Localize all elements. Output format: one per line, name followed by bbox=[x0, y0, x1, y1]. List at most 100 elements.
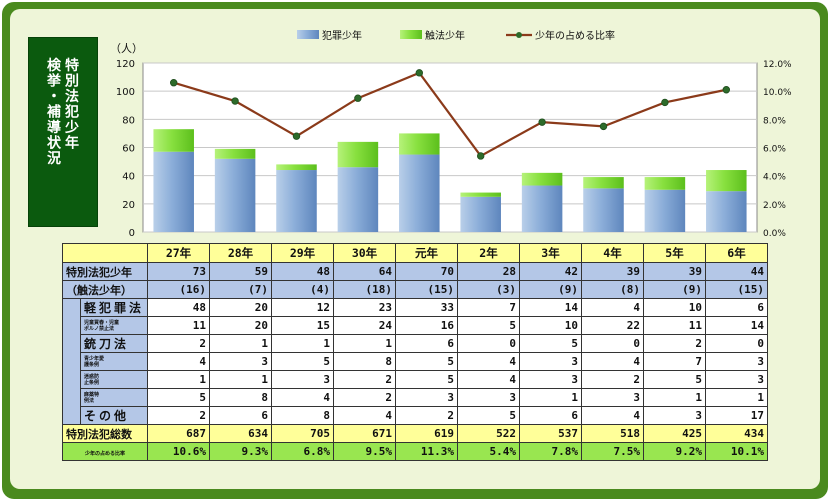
row-indent bbox=[62, 334, 81, 353]
table-header-cell: 3年 bbox=[519, 243, 583, 263]
table-cell: 3 bbox=[209, 352, 273, 371]
table-cell: 5 bbox=[395, 370, 459, 389]
table-cell: 1 bbox=[209, 370, 273, 389]
row-label-text: 迷惑防 bbox=[84, 373, 100, 380]
chart-title-char: 況 bbox=[47, 150, 61, 167]
table-row: 迷惑防 止条例 1 1 3 2 5 4 3 2 5 3 bbox=[62, 370, 769, 389]
table-cell: 1 bbox=[333, 334, 397, 353]
table-cell: (9) bbox=[519, 280, 583, 299]
table-cell: 7.5% bbox=[581, 442, 645, 461]
row-indent bbox=[62, 298, 81, 317]
table-cell: 14 bbox=[705, 316, 769, 335]
ratio-point bbox=[415, 69, 423, 77]
table-row: その他 2 6 8 4 2 5 6 4 3 17 bbox=[62, 406, 769, 425]
row-label: 特別法犯少年 bbox=[61, 262, 149, 281]
table-cell: 7 bbox=[643, 352, 707, 371]
table-cell: 16 bbox=[395, 316, 459, 335]
table-cell: 6.8% bbox=[271, 442, 335, 461]
ratio-point bbox=[599, 122, 608, 131]
table-cell: 5 bbox=[457, 316, 521, 335]
ratio-point bbox=[661, 98, 669, 107]
row-label: （触法少年） bbox=[61, 280, 149, 299]
table-cell: 537 bbox=[519, 424, 583, 443]
table-cell: 10 bbox=[643, 298, 707, 317]
table-row-grand-total: 特別法犯総数 687 634 705 671 619 522 537 518 425 434 bbox=[61, 424, 769, 443]
y-left-tick-label: 80 bbox=[122, 115, 135, 126]
table-cell: 705 bbox=[271, 424, 335, 443]
table-cell: 1 bbox=[209, 334, 273, 353]
table-cell: 10.6% bbox=[147, 442, 211, 461]
table-header-cell: 4年 bbox=[581, 243, 645, 263]
table-cell: 20 bbox=[209, 298, 273, 317]
row-label: その他 bbox=[79, 406, 149, 425]
table-cell: (3) bbox=[457, 280, 521, 299]
table-row: 児童買春・児童 ポルノ禁止法 11 20 15 24 16 5 10 22 11 14 bbox=[62, 316, 769, 335]
table-cell: 5 bbox=[395, 352, 459, 371]
table-cell: 3 bbox=[581, 388, 645, 407]
legend-label-hanzai: 犯罪少年 bbox=[322, 29, 362, 42]
table-row: 銃刀法 2 1 1 1 6 0 5 0 2 0 bbox=[62, 334, 769, 353]
table-header-cell: 29年 bbox=[271, 243, 335, 263]
row-indent bbox=[62, 352, 81, 371]
table-cell: 11 bbox=[147, 316, 211, 335]
table-cell: 3 bbox=[519, 352, 583, 371]
table-cell: 4 bbox=[581, 298, 645, 317]
bars bbox=[153, 129, 747, 232]
table-header-cell: 5年 bbox=[643, 243, 707, 263]
table-cell: (8) bbox=[581, 280, 645, 299]
table-header-cell: 元年 bbox=[395, 243, 459, 263]
table-cell: 70 bbox=[395, 262, 459, 281]
table-cell: 8 bbox=[271, 406, 335, 425]
table-header-cell: 6年 bbox=[705, 243, 769, 263]
chart-title-char: 挙 bbox=[46, 73, 62, 90]
chart-title-char: 導 bbox=[47, 119, 61, 136]
bar-shokuhou bbox=[153, 129, 194, 152]
table-header-row: 27年 28年 29年 30年 元年 2年 3年 4年 5年 6年 bbox=[61, 243, 769, 263]
table-cell: (7) bbox=[209, 280, 273, 299]
table-cell: 2 bbox=[333, 370, 397, 389]
table-cell: 28 bbox=[457, 262, 521, 281]
bar-hanzai bbox=[706, 191, 747, 232]
table-cell: 4 bbox=[147, 352, 211, 371]
table-cell: 4 bbox=[271, 388, 335, 407]
table-cell: 3 bbox=[271, 370, 335, 389]
table-cell: 39 bbox=[581, 262, 645, 281]
table-cell: 20 bbox=[209, 316, 273, 335]
table-corner bbox=[61, 243, 149, 263]
table-cell: 17 bbox=[705, 406, 769, 425]
y-right-tick-label: 12.0% bbox=[763, 60, 792, 70]
chart-title-box bbox=[28, 37, 98, 227]
table-cell: 1 bbox=[705, 388, 769, 407]
chart-title-char: 状 bbox=[47, 135, 62, 152]
ratio-point bbox=[722, 86, 730, 94]
table-cell: 6 bbox=[209, 406, 273, 425]
ratio-point bbox=[231, 97, 239, 105]
table-cell: 3 bbox=[395, 388, 459, 407]
row-label-text: その他 bbox=[84, 409, 130, 423]
bar-hanzai bbox=[521, 185, 563, 232]
table-row: 青少年愛 護条例 4 3 5 8 5 4 3 4 7 3 bbox=[62, 352, 769, 371]
table-cell: 14 bbox=[519, 298, 583, 317]
bar-hanzai bbox=[276, 170, 317, 232]
table-cell: 59 bbox=[209, 262, 273, 281]
row-label: 迷惑防 止条例 bbox=[79, 370, 149, 389]
row-label: 銃刀法 bbox=[79, 334, 149, 353]
table-cell: 4 bbox=[333, 406, 397, 425]
row-indent bbox=[62, 316, 81, 335]
bar-hanzai bbox=[460, 196, 501, 232]
row-label-text: ポルノ禁止法 bbox=[84, 325, 115, 332]
chart-title-char: 検 bbox=[47, 57, 62, 74]
table-cell: 425 bbox=[643, 424, 707, 443]
table-cell: 7.8% bbox=[519, 442, 583, 461]
table-cell: 522 bbox=[457, 424, 521, 443]
row-label: 児童買春・児童 ポルノ禁止法 bbox=[79, 316, 149, 335]
y-left-tick-label: 0 bbox=[129, 228, 135, 239]
table-cell: 9.3% bbox=[209, 442, 273, 461]
bar-hanzai bbox=[583, 188, 624, 232]
table-cell: 12 bbox=[271, 298, 335, 317]
table-cell: 671 bbox=[333, 424, 397, 443]
table-cell: 44 bbox=[705, 262, 769, 281]
row-indent bbox=[62, 388, 81, 407]
legend-swatch-shokuhou bbox=[400, 30, 422, 39]
